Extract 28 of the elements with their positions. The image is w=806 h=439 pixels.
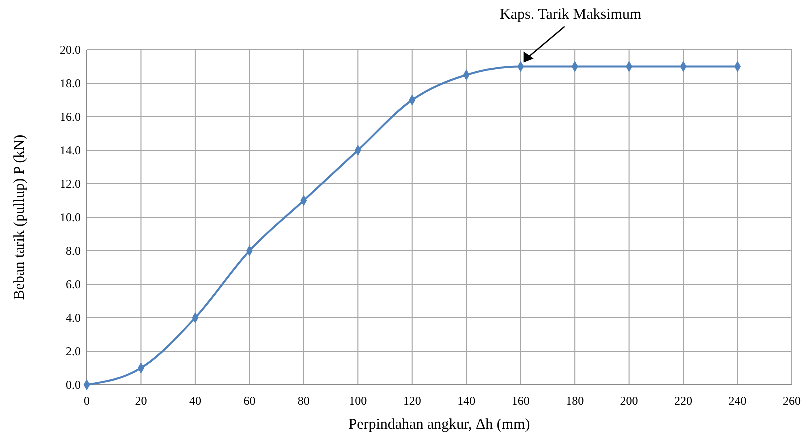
x-tick-label: 100 <box>349 394 368 408</box>
y-tick-label: 10.0 <box>60 210 81 224</box>
x-tick-label: 60 <box>244 394 256 408</box>
y-tick-label: 2.0 <box>66 344 81 358</box>
y-tick-label: 4.0 <box>66 311 81 325</box>
y-tick-label: 12.0 <box>60 177 81 191</box>
x-tick-label: 240 <box>728 394 747 408</box>
x-axis-title: Perpindahan angkur, Δh (mm) <box>348 417 530 433</box>
annotation: Kaps. Tarik Maksimum <box>500 6 642 23</box>
x-tick-label: 120 <box>403 394 422 408</box>
y-axis-title: Beban tarik (pullup) P (kN) <box>12 134 28 300</box>
y-tick-label: 18.0 <box>60 76 81 90</box>
y-tick-label: 16.0 <box>60 110 81 124</box>
x-tick-label: 260 <box>783 394 801 408</box>
x-tick-label: 220 <box>674 394 693 408</box>
y-tick-label: 20.0 <box>60 43 81 57</box>
x-tick-label: 180 <box>566 394 584 408</box>
x-tick-label: 20 <box>135 394 148 408</box>
y-tick-label: 6.0 <box>66 278 81 292</box>
x-tick-label: 160 <box>512 394 530 408</box>
x-tick-label: 140 <box>458 394 476 408</box>
x-tick-label: 80 <box>298 394 310 408</box>
x-tick-label: 0 <box>84 394 90 408</box>
x-tick-label: 200 <box>620 394 638 408</box>
y-tick-label: 8.0 <box>66 244 81 258</box>
y-tick-label: 0.0 <box>66 378 81 392</box>
x-tick-label: 40 <box>189 394 202 408</box>
y-tick-label: 14.0 <box>60 144 81 158</box>
